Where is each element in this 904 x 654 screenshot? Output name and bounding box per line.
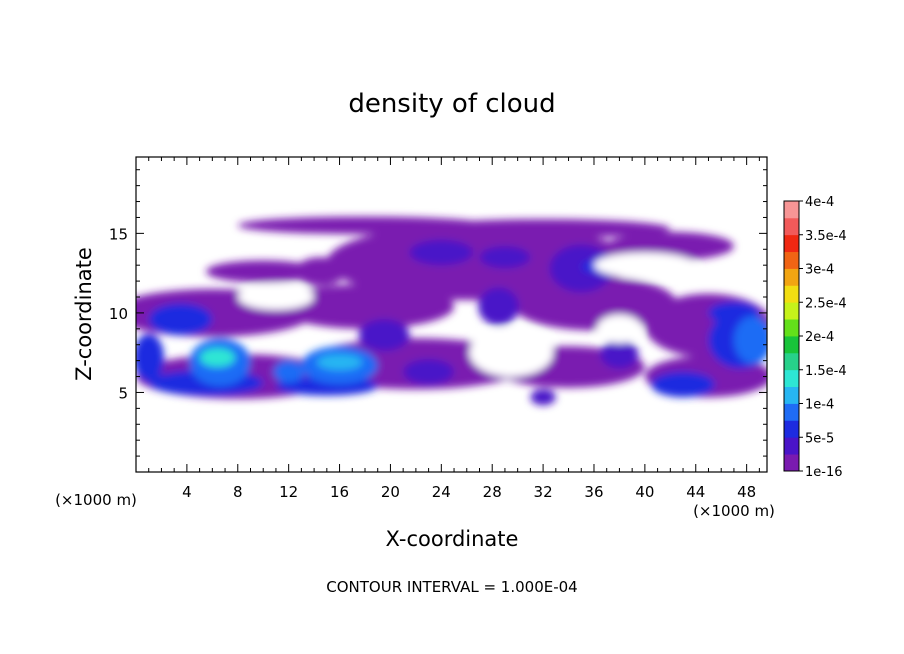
y-tick-label: 10 [109,305,128,323]
x-tick-label: 36 [584,483,603,501]
colorbar-swatch [784,454,799,472]
density-field [136,216,767,406]
colorbar-swatch [784,251,799,269]
cloud-region-37 [199,348,236,367]
y-tick-label: 5 [118,384,128,402]
colorbar-label: 4e-4 [805,195,834,210]
y-axis-label: Z-coordinate [72,247,96,381]
colorbar-swatch [784,217,799,236]
colorbar-swatch [784,234,799,253]
x-unit-left: (×1000 m) [55,491,137,509]
x-tick-label: 16 [330,483,349,501]
x-tick-label: 24 [432,483,451,501]
x-tick-label: 4 [182,483,192,501]
cloud-region-15 [295,257,346,286]
colorbar-label: 2.5e-4 [805,296,847,311]
clear-gap-2 [596,314,643,344]
colorbar: 1e-16 5e-5 1e-4 1.5e-4 2e-4 2.5e-4 3e-4 3.5e-4 4… [783,195,847,480]
colorbar-swatch [784,285,799,303]
cloud-region-23 [549,244,614,293]
cloud-region-19 [478,287,519,326]
cloud-region-17 [479,246,531,269]
x-tick-label: 40 [635,483,654,501]
colorbar-label: 5e-5 [805,431,834,446]
cloud-region-22 [530,389,556,406]
colorbar-swatch [784,336,799,354]
x-tick-label: 48 [737,483,756,501]
cloud-region-29 [651,371,715,398]
y-tick-label: 15 [109,225,128,243]
chart-title: density of cloud [348,89,555,119]
colorbar-swatch [784,437,799,455]
x-tick-label: 12 [279,483,298,501]
x-axis-label: X-coordinate [386,527,519,551]
colorbar-label: 2e-4 [805,330,834,345]
colorbar-swatch [784,369,799,388]
colorbar-swatch [784,352,799,371]
cloud-region-36 [316,354,363,371]
colorbar-label: 1e-4 [805,398,834,413]
cloud-region-33 [733,316,767,364]
colorbar-swatch [784,420,799,438]
cloud-region-32 [273,360,305,383]
cloud-region-20 [403,359,454,385]
cloud-region-1 [206,260,321,283]
clear-gap-4 [594,252,696,278]
cloud-region-16 [409,239,474,266]
cloud-region-25 [148,303,213,336]
plot-frame [135,156,768,473]
cloud-region-18 [600,340,639,369]
x-tick-label: 44 [686,483,705,501]
colorbar-swatch [784,201,799,219]
colorbar-swatch [784,386,799,404]
colorbar-label: 3.5e-4 [805,229,847,244]
x-tick-label: 20 [381,483,400,501]
cloud-region-24 [136,333,164,382]
x-unit-right: (×1000 m) [693,502,775,520]
clear-gap-3 [237,284,315,310]
colorbar-swatch [784,403,799,421]
colorbar-label: 3e-4 [805,263,834,278]
x-tick-label: 8 [233,483,243,501]
cloud-region-21 [358,319,410,352]
clear-gap-1 [469,328,554,377]
colorbar-swatch [784,268,799,286]
contour-interval-note: CONTOUR INTERVAL = 1.000E-04 [326,578,577,596]
colorbar-label: 1e-16 [805,465,843,480]
x-tick-label: 32 [534,483,553,501]
colorbar-label: 1.5e-4 [805,364,847,379]
plot-area [136,157,767,472]
x-tick-label: 28 [483,483,502,501]
colorbar-swatch [784,319,799,337]
colorbar-swatch [784,302,799,320]
